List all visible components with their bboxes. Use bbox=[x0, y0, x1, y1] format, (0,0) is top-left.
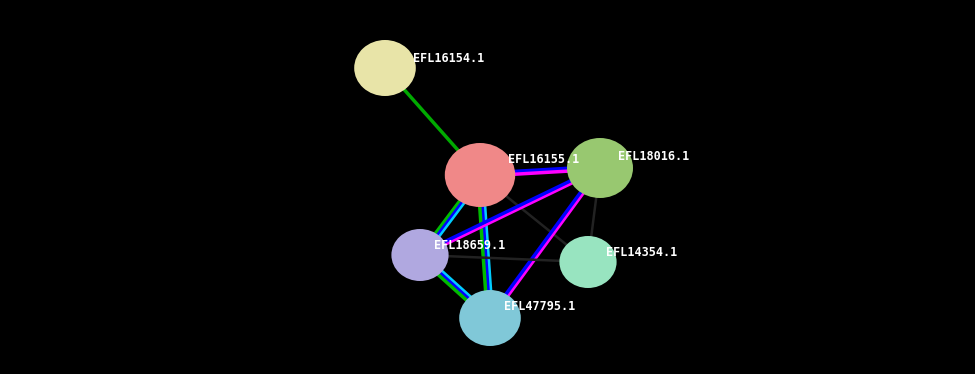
Text: EFL16154.1: EFL16154.1 bbox=[413, 52, 485, 65]
Ellipse shape bbox=[354, 40, 415, 96]
Text: EFL47795.1: EFL47795.1 bbox=[504, 300, 575, 313]
Text: EFL18659.1: EFL18659.1 bbox=[434, 239, 505, 252]
Ellipse shape bbox=[459, 290, 521, 346]
Ellipse shape bbox=[391, 229, 448, 281]
Text: EFL14354.1: EFL14354.1 bbox=[606, 246, 678, 259]
Ellipse shape bbox=[560, 236, 616, 288]
Ellipse shape bbox=[445, 143, 515, 207]
Text: EFL16155.1: EFL16155.1 bbox=[508, 153, 579, 166]
Ellipse shape bbox=[567, 138, 633, 198]
Text: EFL18016.1: EFL18016.1 bbox=[618, 150, 689, 163]
